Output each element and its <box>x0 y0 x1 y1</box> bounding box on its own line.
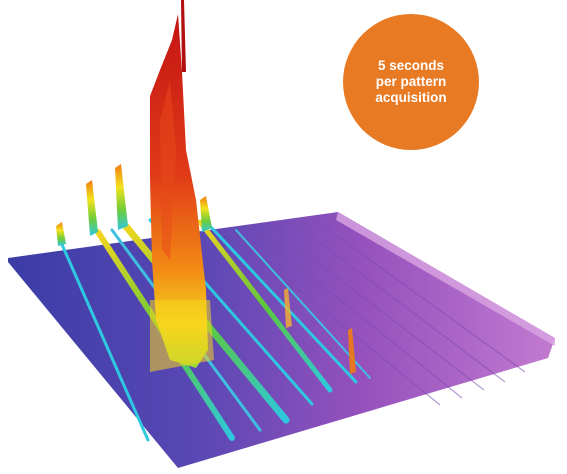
acquisition-badge: 5 seconds per pattern acquisition <box>343 14 479 150</box>
badge-line-2: per pattern <box>375 74 447 89</box>
side-peak-1 <box>86 180 98 236</box>
badge-line-1: 5 seconds <box>377 58 445 73</box>
main-peak-base-glow <box>150 300 214 372</box>
side-peak-5 <box>348 328 356 374</box>
main-peak-spike <box>181 0 186 72</box>
side-peak-3 <box>56 222 66 246</box>
main-peak-highlight <box>160 80 176 260</box>
surface-floor <box>8 212 555 468</box>
side-peak-6 <box>284 288 292 328</box>
side-peak-4 <box>200 196 212 232</box>
badge-text: 5 seconds per pattern acquisition <box>356 58 466 106</box>
side-peak-2 <box>115 164 128 230</box>
badge-line-3: acquisition <box>375 90 447 105</box>
surface-back-edge <box>336 212 555 346</box>
